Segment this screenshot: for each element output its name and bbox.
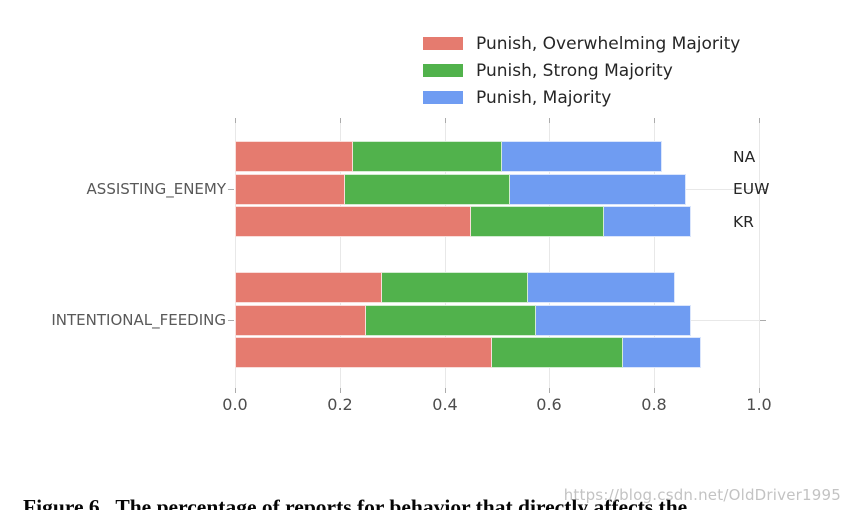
- category-label-intentional-feeding: INTENTIONAL_FEEDING: [51, 311, 226, 329]
- bar-row-assisting_enemy-na: [235, 141, 663, 172]
- bar-segment-overwhelming: [235, 272, 382, 303]
- x-tick-bottom: [759, 388, 760, 393]
- region-label-na: NA: [733, 147, 756, 166]
- bar-row-assisting_enemy-kr: [235, 206, 691, 237]
- plot-area: 0.0 0.2 0.4 0.6 0.8 1.0 NA EUW KR: [222, 118, 772, 414]
- bar-row-intentional_feeding-euw: [235, 304, 691, 336]
- bar-segment-majority: [604, 206, 691, 237]
- x-tick-top: [445, 118, 446, 123]
- watermark: https://blog.csdn.net/OldDriver1995: [563, 486, 841, 504]
- legend-item-majority: Punish, Majority: [423, 84, 740, 111]
- region-label-kr: KR: [733, 212, 754, 231]
- x-tick-label: 0.8: [641, 395, 667, 414]
- bar-row-intentional_feeding-na: [235, 272, 676, 303]
- figure-caption: Figure 6. The percentage of reports for …: [23, 437, 828, 510]
- bar-row-assisting_enemy-euw: [235, 173, 686, 205]
- x-tick-bottom: [235, 388, 236, 393]
- x-gridline: [445, 118, 446, 388]
- bar-row-intentional_feeding-kr: [235, 337, 702, 368]
- x-tick-top: [340, 118, 341, 123]
- x-gridline: [549, 118, 550, 388]
- x-tick-bottom: [654, 388, 655, 393]
- bar-segment-strong: [366, 304, 537, 336]
- legend-label: Punish, Strong Majority: [476, 60, 673, 81]
- bar-segment-overwhelming: [235, 141, 353, 172]
- red-swatch-icon: [423, 37, 463, 50]
- bar-segment-strong: [345, 173, 511, 205]
- x-tick-bottom: [340, 388, 341, 393]
- bar-segment-overwhelming: [235, 173, 346, 205]
- y-tick-left: [228, 320, 234, 321]
- x-gridline: [759, 118, 760, 388]
- x-tick-bottom: [445, 388, 446, 393]
- bar-segment-overwhelming: [235, 206, 471, 237]
- caption-line-1: Figure 6. The percentage of reports for …: [23, 495, 688, 510]
- x-tick-bottom: [549, 388, 550, 393]
- chart-legend: Punish, Overwhelming Majority Punish, St…: [423, 30, 740, 111]
- x-tick-label: 0.0: [222, 395, 248, 414]
- x-tick-top: [235, 118, 236, 123]
- x-gridline: [654, 118, 655, 388]
- bar-segment-strong: [381, 272, 529, 303]
- bar-segment-majority: [510, 173, 686, 205]
- region-label-euw: EUW: [733, 180, 770, 198]
- x-tick-top: [759, 118, 760, 123]
- bar-segment-strong: [491, 337, 623, 368]
- bar-segment-majority: [622, 337, 702, 368]
- y-tick-left: [228, 189, 234, 190]
- x-gridline: [235, 118, 236, 388]
- bar-segment-overwhelming: [235, 337, 492, 368]
- x-tick-top: [549, 118, 550, 123]
- legend-item-overwhelming-majority: Punish, Overwhelming Majority: [423, 30, 740, 57]
- legend-item-strong-majority: Punish, Strong Majority: [423, 57, 740, 84]
- bar-segment-majority: [528, 272, 676, 303]
- x-gridline: [340, 118, 341, 388]
- x-tick-label: 1.0: [746, 395, 772, 414]
- x-tick-label: 0.6: [536, 395, 562, 414]
- y-tick-right: [760, 189, 766, 190]
- y-tick-right: [760, 320, 766, 321]
- bar-segment-majority: [536, 304, 691, 336]
- x-tick-label: 0.4: [432, 395, 458, 414]
- bar-segment-overwhelming: [235, 304, 366, 336]
- bar-segment-strong: [470, 206, 605, 237]
- bar-segment-majority: [502, 141, 663, 172]
- x-tick-label: 0.2: [327, 395, 353, 414]
- x-tick-top: [654, 118, 655, 123]
- blue-swatch-icon: [423, 91, 463, 104]
- category-label-assisting-enemy: ASSISTING_ENEMY: [86, 180, 226, 198]
- bar-segment-strong: [352, 141, 503, 172]
- green-swatch-icon: [423, 64, 463, 77]
- legend-label: Punish, Majority: [476, 87, 612, 108]
- legend-label: Punish, Overwhelming Majority: [476, 33, 741, 54]
